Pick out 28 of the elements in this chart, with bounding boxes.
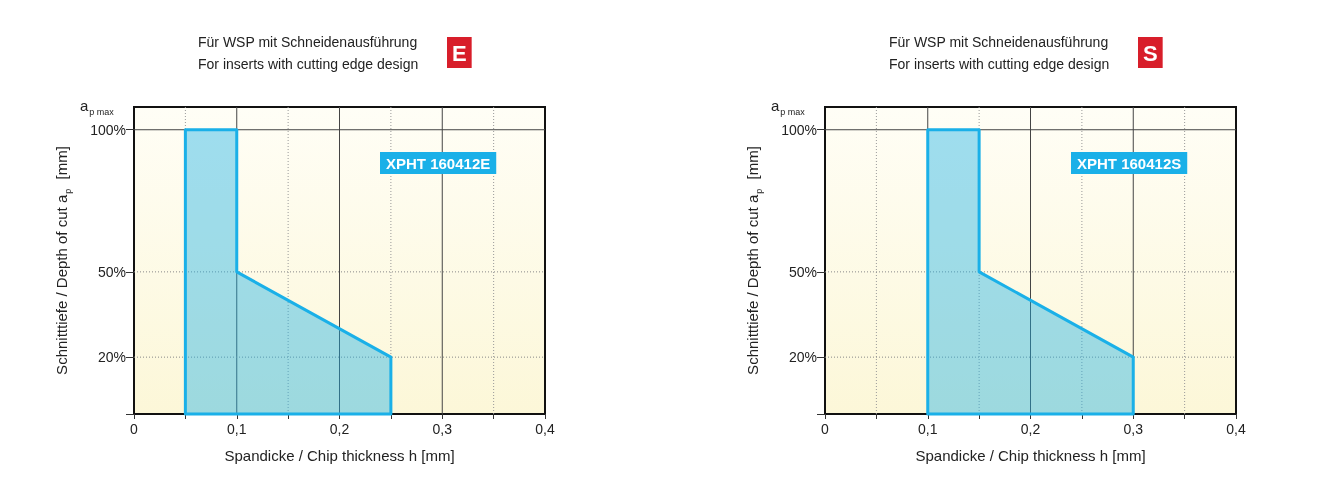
annotation: XPHT 160412E <box>386 155 491 172</box>
y-tick-label: 50% <box>788 263 817 280</box>
annotation: XPHT 160412S <box>1077 155 1182 172</box>
x-tick-label: 0,4 <box>1226 421 1246 437</box>
chart-title: Für WSP mit Schneidenausführung <box>198 34 418 50</box>
x-tick-label: 0 <box>821 421 830 437</box>
chart-subtitle: For inserts with cutting edge design <box>889 56 1110 72</box>
x-tick-label: 0,1 <box>918 421 938 437</box>
x-tick-label: 0,3 <box>1123 421 1144 437</box>
chart-subtitle: For inserts with cutting edge design <box>198 56 419 72</box>
x-axis-title: Spandicke / Chip thickness h [mm] <box>224 447 455 464</box>
x-tick-label: 0,4 <box>535 421 555 437</box>
y-tick-label: 50% <box>97 263 126 280</box>
x-tick-label: 0,2 <box>329 421 350 437</box>
y-axis-title: Schnitttiefe / Depth of cut ap [mm] <box>52 146 73 375</box>
x-axis-title: Spandicke / Chip thickness h [mm] <box>915 447 1146 464</box>
x-tick-label: 0,3 <box>432 421 453 437</box>
x-tick-label: 0,2 <box>1020 421 1041 437</box>
y-tick-label: 20% <box>788 349 817 366</box>
y-tick-label: 100% <box>90 121 126 138</box>
text: S <box>1143 40 1158 66</box>
y-axis-title: Schnitttiefe / Depth of cut ap [mm] <box>743 146 764 375</box>
chart-title: Für WSP mit Schneidenausführung <box>889 34 1109 50</box>
x-tick-label: 0,1 <box>227 421 247 437</box>
x-tick-label: 0 <box>130 421 139 437</box>
y-tick-label: 100% <box>781 121 817 138</box>
y-tick-label: 20% <box>97 349 126 366</box>
text: E <box>452 40 467 66</box>
